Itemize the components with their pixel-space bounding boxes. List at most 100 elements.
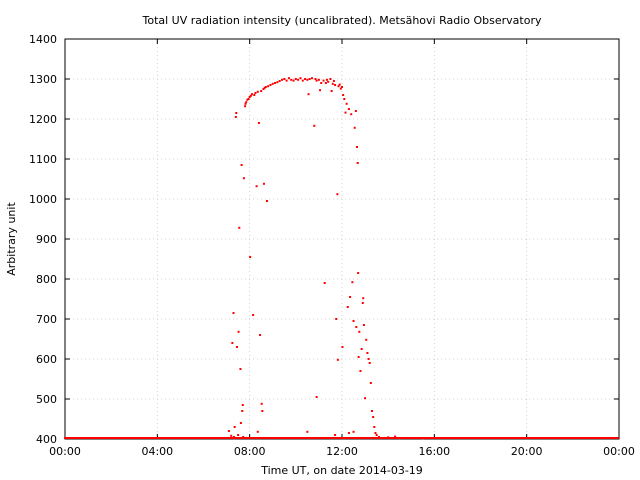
data-point	[283, 78, 286, 80]
baseline-point	[382, 437, 385, 439]
data-point	[253, 94, 256, 96]
baseline-point	[328, 437, 331, 439]
baseline-point	[616, 437, 619, 439]
baseline-point	[119, 437, 122, 439]
baseline-point	[330, 437, 333, 439]
baseline-point	[265, 437, 268, 439]
baseline-point	[325, 437, 328, 439]
baseline-point	[91, 437, 94, 439]
baseline-point	[519, 437, 522, 439]
baseline-point	[151, 437, 154, 439]
data-point	[330, 90, 333, 92]
baseline-point	[283, 437, 286, 439]
baseline-point	[85, 437, 88, 439]
baseline-point	[134, 437, 137, 439]
baseline-point	[410, 437, 413, 439]
baseline-point	[380, 437, 383, 439]
baseline-point	[118, 437, 121, 439]
baseline-point	[577, 437, 580, 439]
baseline-point	[315, 437, 318, 439]
baseline-point	[463, 437, 466, 439]
data-point	[334, 84, 337, 86]
data-point	[237, 434, 240, 436]
baseline-point	[345, 437, 348, 439]
baseline-point	[529, 437, 532, 439]
y-axis-label: Arbitrary unit	[5, 202, 18, 276]
data-point	[255, 185, 258, 188]
baseline-point	[154, 437, 157, 439]
y-tick-label: 1000	[29, 193, 57, 206]
baseline-point	[372, 437, 375, 439]
baseline-point	[70, 437, 73, 439]
baseline-point	[162, 437, 165, 439]
data-point	[337, 85, 340, 88]
data-point	[244, 102, 247, 105]
data-point	[249, 94, 252, 97]
baseline-point	[373, 437, 376, 439]
baseline-point	[275, 437, 278, 439]
baseline-point	[180, 437, 183, 439]
baseline-point	[100, 437, 103, 439]
baseline-point	[127, 437, 130, 439]
baseline-point	[246, 437, 249, 439]
baseline-point	[424, 437, 427, 439]
x-tick-label: 20:00	[511, 445, 543, 458]
baseline-point	[582, 437, 585, 439]
baseline-point	[204, 437, 207, 439]
baseline-point	[365, 437, 368, 439]
baseline-point	[539, 437, 542, 439]
baseline-point	[434, 437, 437, 439]
baseline-point	[367, 437, 370, 439]
baseline-point	[297, 437, 300, 439]
baseline-point	[95, 437, 98, 439]
baseline-point	[536, 437, 539, 439]
baseline-point	[319, 437, 322, 439]
baseline-point	[489, 437, 492, 439]
data-point	[375, 434, 378, 436]
baseline-point	[87, 437, 90, 439]
baseline-point	[586, 437, 589, 439]
baseline-point	[386, 437, 389, 439]
baseline-point	[216, 437, 219, 439]
baseline-point	[452, 437, 455, 439]
baseline-point	[605, 437, 608, 439]
baseline-point	[590, 437, 593, 439]
baseline-point	[82, 437, 85, 439]
baseline-point	[103, 437, 106, 439]
y-tick-label: 500	[36, 393, 57, 406]
baseline-point	[516, 437, 519, 439]
baseline-point	[471, 437, 474, 439]
baseline-point	[454, 437, 457, 439]
baseline-point	[371, 437, 374, 439]
data-point	[244, 105, 247, 108]
x-tick-label: 04:00	[141, 445, 173, 458]
data-point	[256, 430, 259, 433]
baseline-point	[433, 437, 436, 439]
baseline-point	[361, 437, 364, 439]
baseline-point	[334, 437, 337, 439]
baseline-point	[613, 437, 616, 439]
baseline-point	[553, 437, 556, 439]
baseline-point	[64, 437, 66, 439]
baseline-point	[546, 437, 549, 439]
chart-title: Total UV radiation intensity (uncalibrat…	[142, 14, 542, 27]
baseline-point	[220, 437, 223, 439]
baseline-point	[342, 437, 345, 439]
baseline-point	[240, 437, 243, 439]
data-point	[238, 226, 241, 229]
baseline-point	[521, 437, 524, 439]
data-point	[362, 324, 365, 326]
baseline-point	[549, 437, 552, 439]
data-point	[338, 83, 341, 86]
baseline-point	[466, 437, 469, 439]
baseline-point	[538, 437, 541, 439]
baseline-point	[272, 437, 275, 439]
baseline-point	[354, 437, 357, 439]
baseline-point	[357, 437, 360, 439]
baseline-point	[491, 437, 494, 439]
data-point	[327, 80, 330, 83]
baseline-point	[561, 437, 564, 439]
data-point	[292, 79, 295, 82]
baseline-point	[68, 437, 71, 439]
baseline-point	[317, 437, 320, 439]
